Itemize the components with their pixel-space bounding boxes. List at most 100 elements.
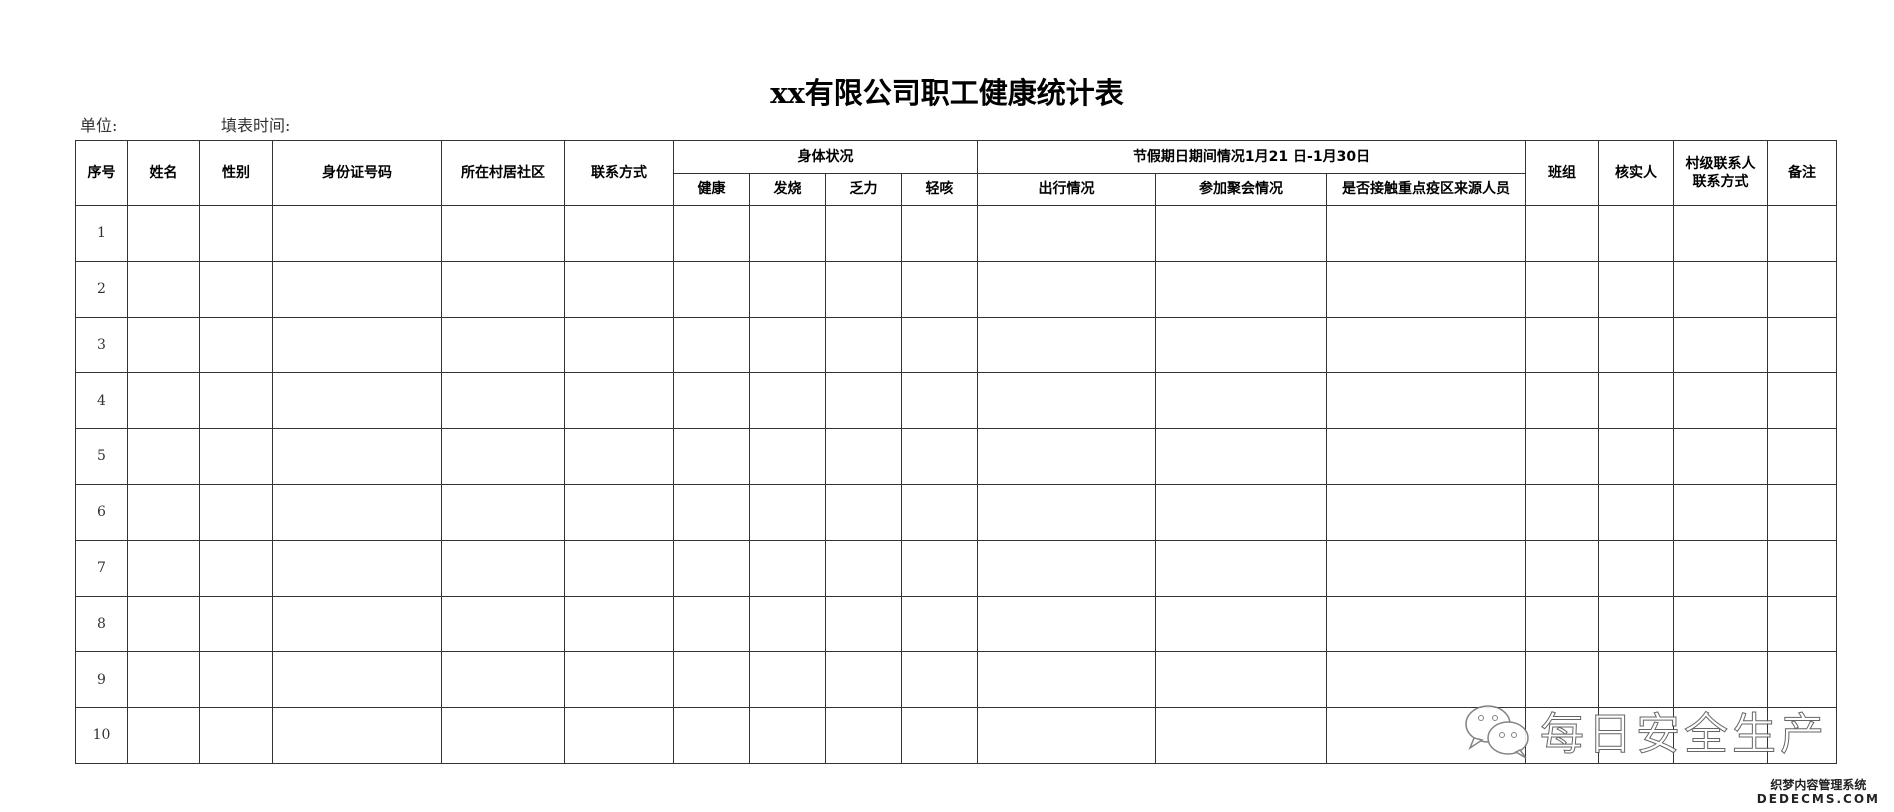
table-cell[interactable] — [127, 595, 200, 653]
table-cell[interactable] — [673, 707, 750, 764]
table-cell[interactable] — [441, 595, 565, 653]
table-cell[interactable] — [127, 483, 200, 541]
table-cell[interactable] — [901, 651, 978, 709]
table-cell[interactable] — [901, 428, 978, 485]
table-cell[interactable] — [199, 260, 273, 318]
table-cell[interactable] — [1325, 428, 1527, 485]
table-cell[interactable] — [1525, 428, 1600, 485]
table-cell[interactable] — [749, 539, 826, 597]
table-cell[interactable] — [441, 483, 565, 541]
table-cell[interactable] — [977, 205, 1156, 262]
table-cell[interactable] — [1673, 372, 1769, 430]
table-cell[interactable] — [1598, 316, 1675, 374]
table-cell[interactable] — [127, 707, 200, 764]
table-cell[interactable] — [1673, 539, 1769, 597]
table-cell[interactable] — [673, 595, 750, 653]
table-cell[interactable] — [1325, 651, 1527, 709]
table-cell[interactable] — [825, 260, 902, 318]
table-cell[interactable] — [1767, 595, 1838, 653]
table-cell[interactable] — [1673, 316, 1769, 374]
table-cell[interactable] — [1598, 205, 1675, 262]
table-cell[interactable] — [673, 372, 750, 430]
table-cell[interactable] — [127, 316, 200, 374]
table-cell[interactable] — [127, 205, 200, 262]
table-cell[interactable] — [1525, 483, 1600, 541]
table-cell[interactable] — [825, 372, 902, 430]
table-cell[interactable] — [441, 651, 565, 709]
table-cell[interactable] — [825, 205, 902, 262]
table-cell[interactable] — [564, 595, 674, 653]
table-cell[interactable] — [272, 483, 442, 541]
table-cell[interactable] — [1325, 205, 1527, 262]
table-cell[interactable] — [1598, 595, 1675, 653]
table-cell[interactable] — [272, 651, 442, 709]
table-cell[interactable] — [1525, 260, 1600, 318]
table-cell[interactable] — [564, 428, 674, 485]
table-cell[interactable] — [1525, 651, 1600, 709]
table-cell[interactable] — [127, 651, 200, 709]
table-cell[interactable] — [825, 651, 902, 709]
table-cell[interactable] — [1155, 651, 1327, 709]
table-cell[interactable] — [1767, 707, 1838, 764]
table-cell[interactable] — [1767, 316, 1838, 374]
table-cell[interactable] — [199, 707, 273, 764]
table-cell[interactable] — [1767, 372, 1838, 430]
table-cell[interactable] — [749, 316, 826, 374]
table-cell[interactable] — [272, 372, 442, 430]
table-cell[interactable] — [901, 539, 978, 597]
table-cell[interactable] — [749, 428, 826, 485]
table-cell[interactable] — [441, 205, 565, 262]
table-cell[interactable] — [1598, 260, 1675, 318]
table-cell[interactable] — [977, 595, 1156, 653]
table-cell[interactable] — [1767, 651, 1838, 709]
table-cell[interactable] — [272, 707, 442, 764]
table-cell[interactable] — [1325, 539, 1527, 597]
table-cell[interactable] — [1155, 595, 1327, 653]
table-cell[interactable] — [199, 316, 273, 374]
table-cell[interactable] — [825, 595, 902, 653]
table-cell[interactable] — [564, 539, 674, 597]
table-cell[interactable] — [272, 539, 442, 597]
table-cell[interactable] — [441, 428, 565, 485]
table-cell[interactable] — [127, 539, 200, 597]
table-cell[interactable] — [1673, 651, 1769, 709]
table-cell[interactable] — [977, 372, 1156, 430]
table-cell[interactable] — [977, 316, 1156, 374]
table-cell[interactable] — [1155, 539, 1327, 597]
table-cell[interactable] — [199, 483, 273, 541]
table-cell[interactable] — [272, 316, 442, 374]
table-cell[interactable] — [1673, 483, 1769, 541]
table-cell[interactable] — [441, 316, 565, 374]
table-cell[interactable] — [673, 260, 750, 318]
table-cell[interactable] — [127, 260, 200, 318]
table-cell[interactable] — [825, 707, 902, 764]
table-cell[interactable] — [199, 595, 273, 653]
table-cell[interactable] — [1598, 483, 1675, 541]
table-cell[interactable] — [749, 372, 826, 430]
table-cell[interactable] — [825, 316, 902, 374]
table-cell[interactable] — [749, 205, 826, 262]
table-cell[interactable] — [127, 372, 200, 430]
table-cell[interactable] — [749, 595, 826, 653]
table-cell[interactable] — [673, 205, 750, 262]
table-cell[interactable] — [977, 651, 1156, 709]
table-cell[interactable] — [901, 372, 978, 430]
table-cell[interactable] — [977, 428, 1156, 485]
table-cell[interactable] — [977, 483, 1156, 541]
table-cell[interactable] — [673, 539, 750, 597]
table-cell[interactable] — [1767, 260, 1838, 318]
table-cell[interactable] — [272, 205, 442, 262]
table-cell[interactable] — [901, 595, 978, 653]
table-cell[interactable] — [1598, 651, 1675, 709]
table-cell[interactable] — [272, 260, 442, 318]
table-cell[interactable] — [673, 483, 750, 541]
table-cell[interactable] — [1598, 539, 1675, 597]
table-cell[interactable] — [199, 428, 273, 485]
table-cell[interactable] — [127, 428, 200, 485]
table-cell[interactable] — [749, 651, 826, 709]
table-cell[interactable] — [199, 539, 273, 597]
table-cell[interactable] — [977, 260, 1156, 318]
table-cell[interactable] — [1767, 205, 1838, 262]
table-cell[interactable] — [749, 260, 826, 318]
table-cell[interactable] — [441, 260, 565, 318]
